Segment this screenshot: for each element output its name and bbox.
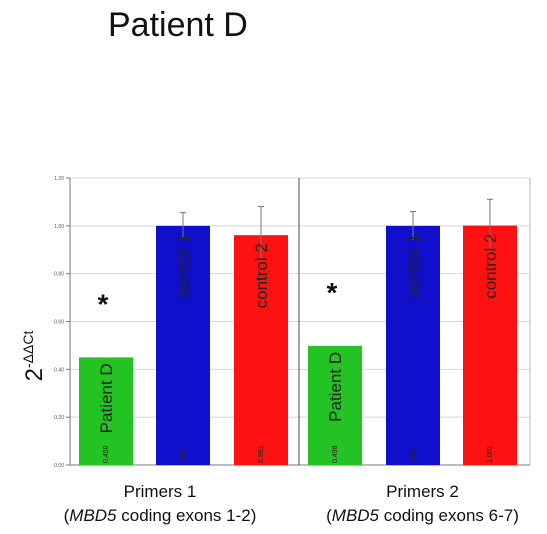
- group-1-title: Primers 1: [123, 482, 197, 501]
- chart-title: Patient D: [108, 6, 248, 44]
- bar-name-label: control 1: [404, 234, 423, 299]
- group-label-1: Primers 1 (MBD5 coding exons 1-2): [30, 480, 290, 528]
- bar-2-3: [463, 225, 517, 465]
- bar-1-2: [156, 225, 210, 465]
- significance-star: *: [327, 277, 338, 308]
- group-2-subtitle-rest: coding exons 6-7): [379, 506, 519, 525]
- y-tick-label: 0.60: [54, 320, 64, 326]
- bar-value-label: 0.450: [103, 445, 110, 463]
- bar-name-label: control 1: [174, 234, 193, 299]
- group-1-subtitle: (MBD5 coding exons 1-2): [30, 504, 290, 528]
- bar-name-label: control 2: [481, 234, 500, 299]
- bar-name-label: Patient D: [97, 363, 116, 433]
- bar-2-2: [386, 225, 440, 465]
- group-label-2: Primers 2 (MBD5 coding exons 6-7): [300, 480, 545, 528]
- significance-star: *: [98, 288, 109, 319]
- bar-value-label: 1.001: [487, 445, 494, 463]
- bar-value-label: 0.961: [258, 445, 265, 463]
- group-1-paren: (: [63, 506, 70, 525]
- group-1-gene: MBD5: [69, 506, 117, 525]
- group-2-subtitle: (MBD5 coding exons 6-7): [300, 504, 545, 528]
- group-2-paren: (: [326, 506, 332, 525]
- y-tick-label: 0.20: [54, 415, 64, 421]
- bar-value-label: 0.498: [332, 445, 339, 463]
- bar-1-3: [234, 235, 288, 465]
- y-tick-label: 1.00: [54, 224, 64, 230]
- group-2-gene: MBD5: [331, 506, 380, 525]
- group-1-subtitle-rest: coding exons 1-2): [116, 506, 257, 525]
- bar-2-1: [308, 345, 362, 465]
- y-tick-label: 0.80: [54, 272, 64, 278]
- bar-1-1: [79, 357, 133, 465]
- bar-value-label: 1.00: [180, 449, 187, 463]
- bar-name-label: control 2: [252, 243, 271, 308]
- bar-name-label: Patient D: [326, 352, 345, 422]
- group-2-title: Primers 2: [386, 482, 459, 501]
- y-tick-label: 0.00: [54, 463, 64, 469]
- plot-area: 0.00 0.20 0.40 0.60 0.80 1.00 1.20 Patient D 0.4…: [54, 176, 531, 469]
- y-tick-label: 1.20: [54, 176, 64, 182]
- y-tick-label: 0.40: [54, 367, 64, 373]
- bar-value-label: 1.00: [410, 449, 417, 463]
